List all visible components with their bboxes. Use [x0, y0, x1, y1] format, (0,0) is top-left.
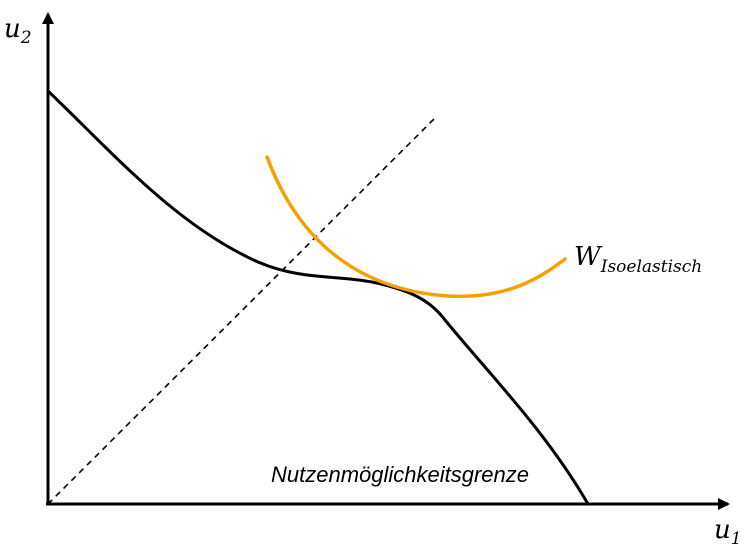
frontier-label: Nutzenmöglichkeitsgrenze [271, 462, 529, 487]
x-axis-label: u1 [714, 515, 742, 549]
utility-possibility-frontier [46, 89, 590, 506]
welfare-curve-label: WIsoelastisch [574, 242, 702, 277]
isoelastic-welfare-curve [265, 155, 567, 299]
equality-diagonal [47, 116, 437, 505]
y-axis-label: u2 [4, 14, 32, 48]
